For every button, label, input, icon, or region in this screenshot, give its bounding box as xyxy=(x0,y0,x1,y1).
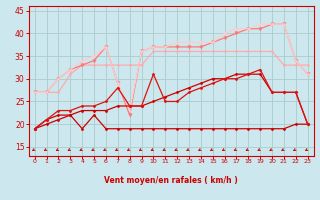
X-axis label: Vent moyen/en rafales ( km/h ): Vent moyen/en rafales ( km/h ) xyxy=(104,176,238,185)
